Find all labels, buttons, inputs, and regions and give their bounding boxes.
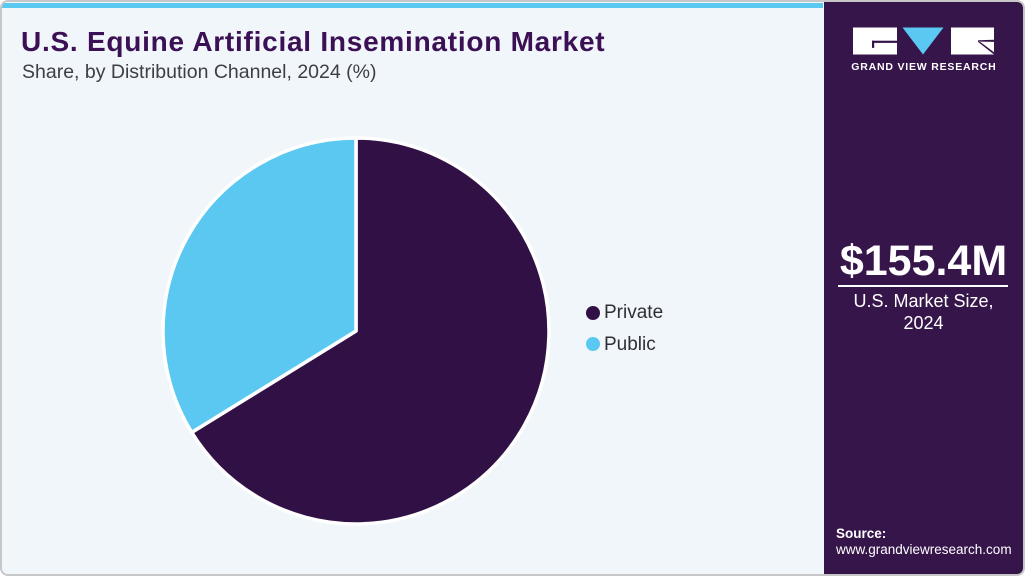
page-title: U.S. Equine Artificial Insemination Mark… <box>21 26 606 57</box>
brand-name: GRAND VIEW RESEARCH <box>851 60 997 73</box>
market-size-caption: U.S. Market Size, 2024 <box>853 291 994 333</box>
source-label: Source: <box>836 526 887 541</box>
chart-panel: U.S. Equine Artificial Insemination Mark… <box>2 2 823 574</box>
pie-chart-svg <box>161 136 551 526</box>
legend-dot-public <box>586 337 600 351</box>
source-url: www.grandviewresearch.com <box>836 542 1012 557</box>
legend-dot-private <box>586 305 600 320</box>
legend-label-private: Private <box>604 302 664 323</box>
gvr-logo-icon <box>852 27 994 55</box>
pie-chart <box>156 131 556 531</box>
pie-slice-private <box>190 136 551 526</box>
top-accent-bar <box>2 3 823 8</box>
page-subtitle: Share, by Distribution Channel, 2024 (%) <box>22 61 377 83</box>
legend-item-private: Private <box>586 303 663 322</box>
legend-label-public: Public <box>604 333 656 355</box>
legend-item-public: Public <box>586 335 663 354</box>
legend: Private Public <box>586 303 663 354</box>
pie-slice-public <box>161 136 358 435</box>
source-block: Source: www.grandviewresearch.com <box>836 526 1012 558</box>
brand-logo: GRAND VIEW RESEARCH <box>824 27 1023 73</box>
divider-line <box>838 285 1008 287</box>
sidebar: GRAND VIEW RESEARCH $155.4M U.S. Market … <box>824 2 1023 574</box>
market-size-value: $155.4M <box>839 237 1008 285</box>
